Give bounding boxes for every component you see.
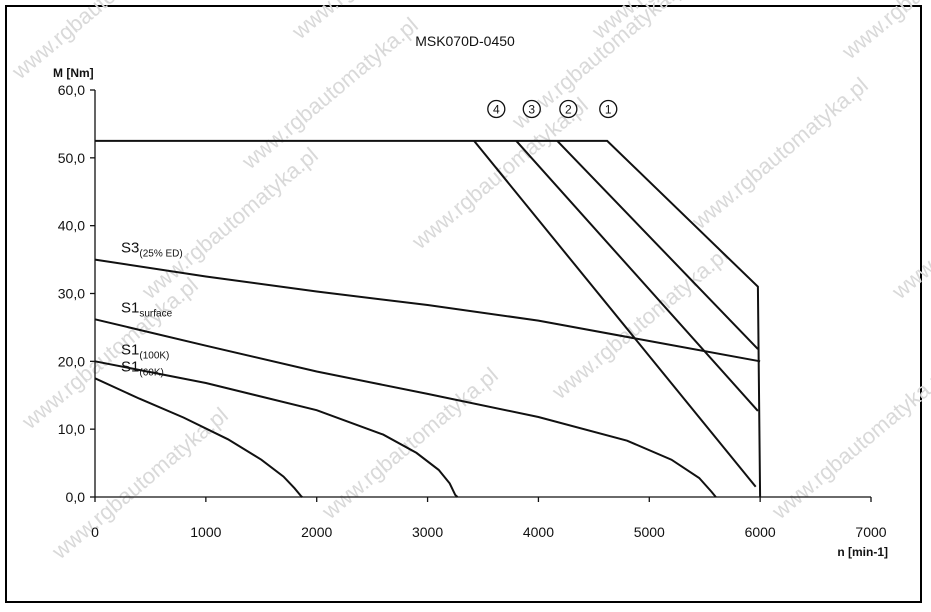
curve-number-marker: 4 bbox=[487, 99, 506, 119]
x-tick-label: 1000 bbox=[190, 524, 221, 540]
curve-number-marker: 1 bbox=[599, 99, 618, 119]
watermark-text: www.rgbautomatyka.pl bbox=[886, 142, 931, 304]
series-line-s3-25-ed- bbox=[94, 258, 761, 363]
x-tick-label: 5000 bbox=[634, 524, 665, 540]
y-tick-label: 0,0 bbox=[66, 489, 86, 505]
curve-label: S1surface bbox=[121, 299, 173, 319]
y-tick-label: 10,0 bbox=[58, 421, 85, 437]
chart-frame bbox=[5, 5, 922, 603]
series-line-1 bbox=[95, 139, 762, 498]
y-axis-label: M [Nm] bbox=[53, 66, 94, 80]
svg-text:2: 2 bbox=[565, 102, 572, 116]
y-tick-label: 40,0 bbox=[58, 218, 85, 234]
y-tick-label: 50,0 bbox=[58, 150, 85, 166]
svg-text:3: 3 bbox=[528, 102, 535, 116]
curves bbox=[94, 139, 762, 498]
watermark-text: www.rgbautomatyka.pl bbox=[16, 272, 202, 434]
curve-label: S1(60K) bbox=[121, 358, 164, 378]
x-tick-label: 3000 bbox=[412, 524, 443, 540]
axes: 0 1000 2000 3000 4000 5000 6000 7000 0,0 10,0 20,0… bbox=[58, 82, 887, 540]
watermark-layer: www.rgbautomatyka.plwww.rgbautomatyka.pl… bbox=[6, 0, 931, 564]
x-tick-label: 0 bbox=[91, 524, 99, 540]
series-line-4 bbox=[473, 140, 757, 488]
curve-label: S1(100K) bbox=[121, 341, 169, 361]
watermark-text: www.rgbautomatyka.pl bbox=[6, 0, 192, 84]
x-tick-label: 4000 bbox=[523, 524, 554, 540]
chart-title: MSK070D-0450 bbox=[415, 33, 515, 49]
watermark-text: www.rgbautomatyka.pl bbox=[546, 242, 732, 404]
svg-text:1: 1 bbox=[605, 102, 612, 116]
watermark-text: www.rgbautomatyka.pl bbox=[236, 12, 422, 174]
x-tick-label: 7000 bbox=[855, 524, 886, 540]
curve-number-marker: 3 bbox=[522, 99, 541, 119]
watermark-text: www.rgbautomatyka.pl bbox=[836, 0, 931, 64]
curve-number-marker: 2 bbox=[559, 99, 578, 119]
curve-labels: S1(60K)S1(100K) S1surface S3(25% ED) bbox=[121, 240, 183, 379]
watermark-text: www.rgbautomatyka.pl bbox=[316, 362, 502, 524]
svg-text:4: 4 bbox=[493, 102, 500, 116]
y-tick-label: 20,0 bbox=[58, 353, 85, 369]
series-line-s1-100k- bbox=[94, 360, 459, 498]
y-tick-label: 60,0 bbox=[58, 82, 85, 98]
watermark-text: www.rgbautomatyka.pl bbox=[766, 362, 931, 524]
watermark-text: www.rgbautomatyka.pl bbox=[686, 72, 872, 234]
curve-markers: 1 2 3 4 bbox=[487, 99, 618, 119]
y-tick-label: 30,0 bbox=[58, 286, 85, 302]
curve-label: S3(25% ED) bbox=[121, 240, 183, 260]
series-line-s1surface bbox=[94, 318, 717, 498]
x-tick-label: 2000 bbox=[301, 524, 332, 540]
x-axis-label: n [min-1] bbox=[837, 545, 888, 559]
series-line-2 bbox=[556, 140, 759, 350]
series-line-s1-60k- bbox=[94, 377, 303, 498]
series-line-3 bbox=[515, 140, 759, 412]
x-tick-label: 6000 bbox=[745, 524, 776, 540]
